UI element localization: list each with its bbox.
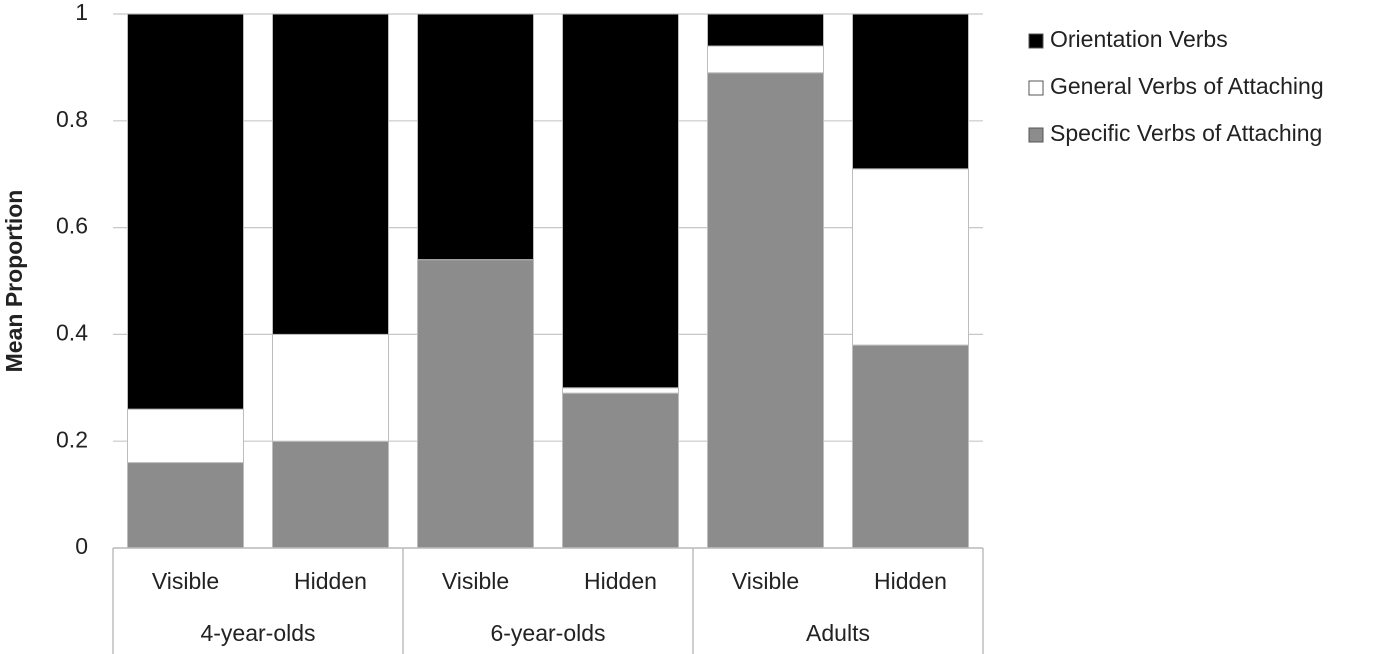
bar-segment	[562, 387, 679, 394]
bar-segment	[272, 333, 389, 442]
bar-segment	[707, 45, 824, 74]
bar-segment	[272, 440, 389, 549]
legend-label: Orientation Verbs	[1050, 26, 1228, 52]
x-tick-label: Visible	[442, 568, 509, 594]
x-tick-label: Visible	[732, 568, 799, 594]
y-tick-label: 0.2	[56, 426, 88, 452]
y-tick-label: 1	[75, 0, 88, 25]
bar-segment	[562, 13, 679, 389]
bar-segment	[272, 13, 389, 335]
legend-label: General Verbs of Attaching	[1050, 73, 1324, 99]
bar-segment	[417, 13, 534, 261]
bar-segment	[852, 168, 969, 346]
bar-segment	[127, 462, 244, 549]
bar-segment	[417, 259, 534, 549]
x-tick-label: Hidden	[874, 568, 947, 594]
group-label: Adults	[806, 620, 870, 646]
x-tick-label: Visible	[152, 568, 219, 594]
x-tick-label: Hidden	[294, 568, 367, 594]
bar-segment	[562, 392, 679, 549]
y-tick-label: 0	[75, 533, 88, 559]
group-label: 4-year-olds	[200, 620, 315, 646]
bar-segment	[127, 13, 244, 410]
legend-swatch	[1028, 127, 1044, 143]
y-axis-label: Mean Proportion	[1, 190, 27, 373]
group-label: 6-year-olds	[490, 620, 605, 646]
y-tick-label: 0.8	[56, 106, 88, 132]
legend-swatch	[1028, 80, 1044, 96]
bar-segment	[852, 13, 969, 170]
x-tick-label: Hidden	[584, 568, 657, 594]
legend-label: Specific Verbs of Attaching	[1050, 120, 1322, 146]
legend-swatch	[1028, 33, 1044, 49]
bar-segment	[127, 408, 244, 464]
bar-segment	[852, 344, 969, 549]
y-tick-label: 0.6	[56, 213, 88, 239]
y-tick-label: 0.4	[56, 319, 88, 345]
bar-segment	[707, 13, 824, 47]
bar-segment	[707, 72, 824, 549]
